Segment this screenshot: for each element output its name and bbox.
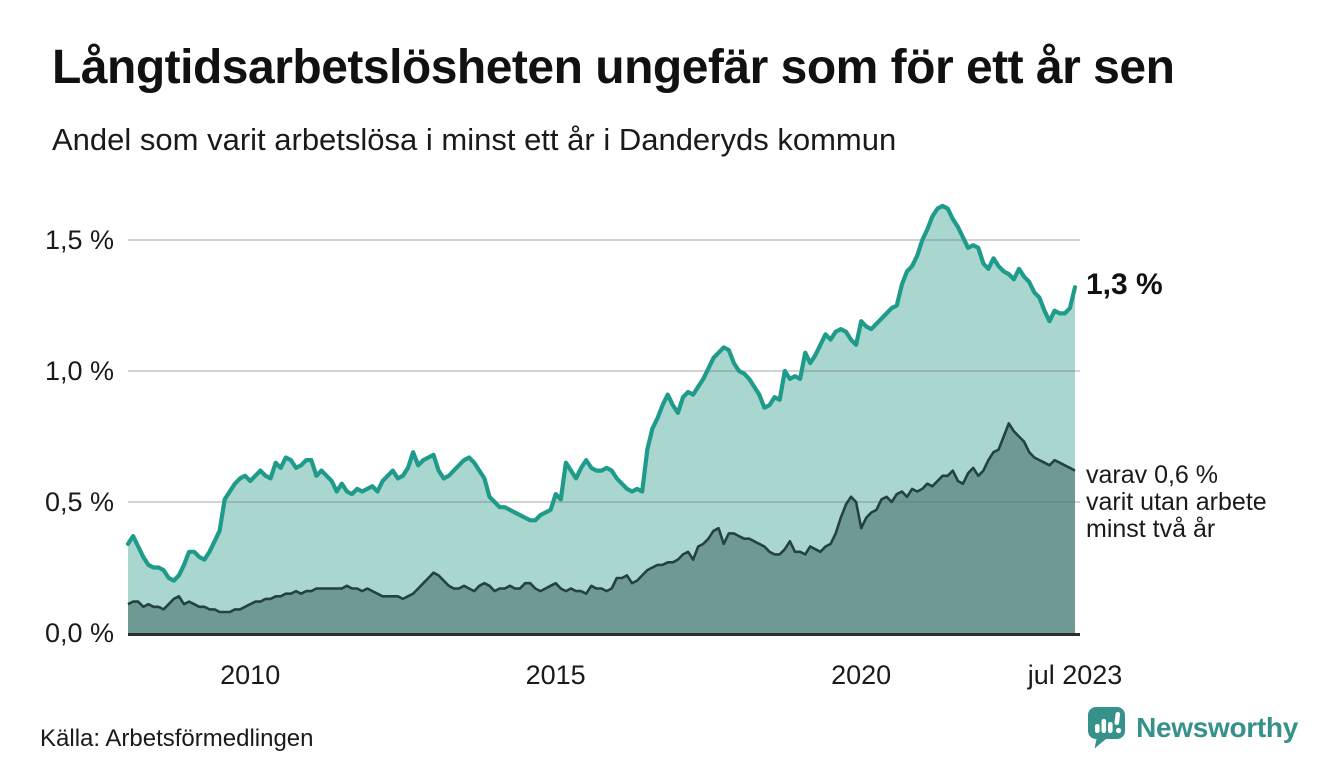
x-axis-label: 2010 (220, 660, 281, 690)
page-subtitle: Andel som varit arbetslösa i minst ett å… (52, 122, 897, 157)
series1-end-value-label: 1,3 % (1086, 268, 1163, 302)
newsworthy-logo: Newsworthy (1086, 706, 1298, 749)
newsworthy-bubble-chart-icon (1088, 707, 1126, 749)
source-attribution: Källa: Arbetsförmedlingen (40, 725, 314, 752)
x-axis-label: 2020 (831, 660, 892, 690)
bar-3 (1108, 722, 1113, 733)
exclamation-bar (1114, 712, 1121, 725)
series2-annotation-line: varit utan arbete (1086, 487, 1267, 516)
y-axis-label: 1,0 % (44, 356, 114, 386)
page-title: Långtidsarbetslösheten ungefär som för e… (52, 41, 1175, 94)
series2-annotation: varav 0,6 % varit utan arbete minst två … (1086, 460, 1267, 543)
series2-line (127, 422, 1076, 614)
series2-area (128, 423, 1075, 633)
bar-2 (1101, 719, 1107, 733)
series2-annotation-line: varav 0,6 % (1086, 460, 1219, 489)
x-axis-label: 2015 (525, 660, 586, 690)
x-axis-label: jul 2023 (1027, 660, 1123, 690)
series2-annotation-line: minst två år (1086, 514, 1216, 543)
brand-wordmark: Newsworthy (1136, 711, 1298, 743)
y-axis-label: 0,5 % (44, 487, 114, 517)
bar-1 (1095, 724, 1100, 733)
exclamation-dot (1116, 727, 1122, 734)
y-axis-label: 0,0 % (44, 618, 114, 648)
series1-line (125, 203, 1078, 583)
y-axis-label: 1,5 % (44, 225, 114, 255)
